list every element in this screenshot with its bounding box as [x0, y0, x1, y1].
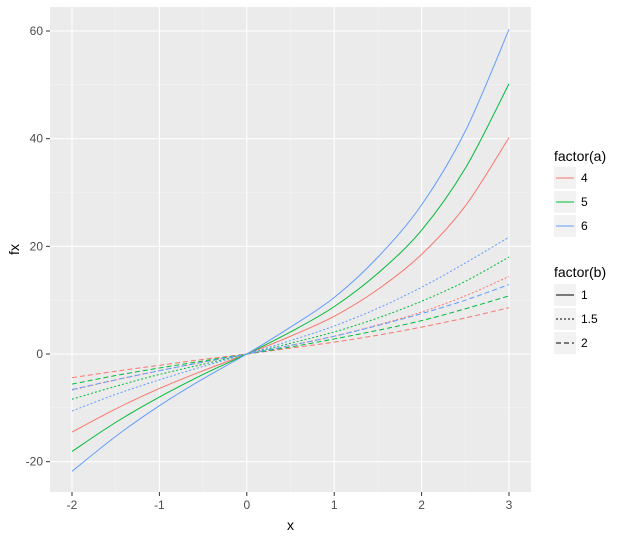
x-axis: -2 -1 0 1 2 3 [67, 492, 513, 512]
legend-label-linetype-1.5: 1.5 [581, 312, 598, 326]
grid-major [50, 7, 531, 492]
legend-linetype: factor(b) 1 1.5 2 [554, 264, 606, 354]
x-tick-label: 3 [506, 498, 513, 512]
y-tick-label: 0 [36, 347, 43, 361]
x-axis-title: x [287, 517, 294, 533]
series-line-a5-b1 [71, 83, 510, 452]
x-tick-label: -1 [154, 498, 165, 512]
legend-linetype-title: factor(b) [554, 264, 606, 280]
y-tick-label: 60 [30, 24, 44, 38]
series-lines [71, 29, 510, 472]
legend-label-color-4: 4 [581, 171, 588, 185]
y-tick-label: 20 [30, 239, 44, 253]
y-axis-title: fx [6, 244, 22, 255]
legend-color-title: factor(a) [554, 148, 606, 164]
series-line-a5-b2 [71, 295, 510, 385]
legend-label-color-5: 5 [581, 195, 588, 209]
grid-minor [50, 7, 531, 492]
x-tick-label: 2 [418, 498, 425, 512]
x-tick-label: 1 [331, 498, 338, 512]
series-line-a6-b2 [71, 284, 510, 391]
x-tick-label: 0 [243, 498, 250, 512]
legend-color: factor(a) 4 5 6 [554, 148, 606, 237]
series-line-a6-b1.5 [71, 236, 510, 412]
series-line-a4-b2 [71, 307, 510, 379]
y-tick-label: 40 [30, 132, 44, 146]
series-line-a6-b1 [71, 29, 510, 472]
y-tick-label: -20 [26, 455, 44, 469]
x-tick-label: -2 [67, 498, 78, 512]
series-line-a4-b1 [71, 137, 510, 433]
legend-label-color-6: 6 [581, 219, 588, 233]
series-line-a5-b1.5 [71, 256, 510, 400]
legend-label-linetype-2: 2 [581, 336, 588, 350]
y-axis: -20 0 20 40 60 [26, 24, 50, 469]
legend-label-linetype-1: 1 [581, 288, 588, 302]
